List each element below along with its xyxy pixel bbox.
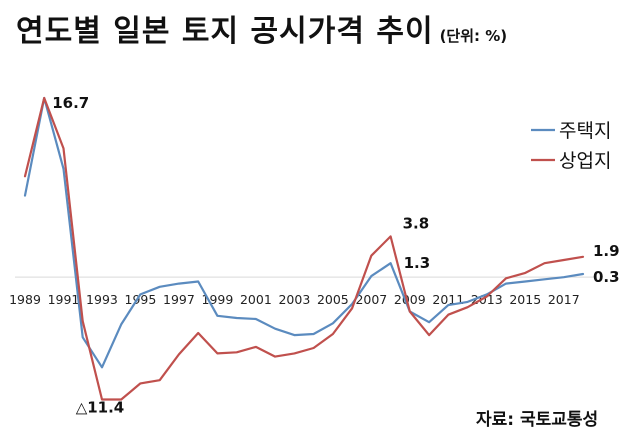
legend-label: 주택지 [559, 120, 611, 142]
unit-label: (단위: %) [439, 27, 508, 45]
data-label: 1.9 [593, 242, 620, 260]
series-line-commercial [23, 96, 585, 401]
x-tick-label: 2007 [355, 292, 387, 307]
data-label: 0.3 [593, 268, 620, 286]
data-annotations: 16.7 3.8 1.3 △11.4 1.9 0.3 [52, 94, 619, 417]
x-tick-label: 1997 [163, 292, 195, 307]
data-label: 16.7 [52, 94, 89, 112]
x-tick-label: 2001 [240, 292, 272, 307]
x-tick-label: 2005 [317, 292, 349, 307]
x-tick-label: 2003 [278, 292, 310, 307]
series-line-residential [23, 96, 585, 369]
data-label: 3.8 [403, 214, 430, 232]
data-label: △11.4 [76, 399, 125, 417]
chart-title: 연도별 일본 토지 공시가격 추이 [16, 14, 434, 49]
x-tick-label: 2009 [394, 292, 426, 307]
data-label: 1.3 [404, 254, 431, 272]
x-tick-label: 1995 [125, 292, 157, 307]
title-row: 연도별 일본 토지 공시가격 추이 (단위: %) [16, 6, 616, 50]
x-tick-labels: 1989 1991 1993 1995 1997 1999 2001 2003 2005 2007… [9, 292, 580, 307]
series-lines [23, 96, 585, 401]
source-text: 자료: 국토교통성 [476, 410, 599, 430]
x-tick-label: 2013 [471, 292, 503, 307]
x-tick-label: 2017 [548, 292, 580, 307]
x-tick-label: 1993 [86, 292, 118, 307]
legend-label: 상업지 [559, 150, 611, 172]
x-tick-label: 1989 [9, 292, 41, 307]
x-tick-label: 1991 [48, 292, 80, 307]
x-tick-label: 2015 [509, 292, 541, 307]
